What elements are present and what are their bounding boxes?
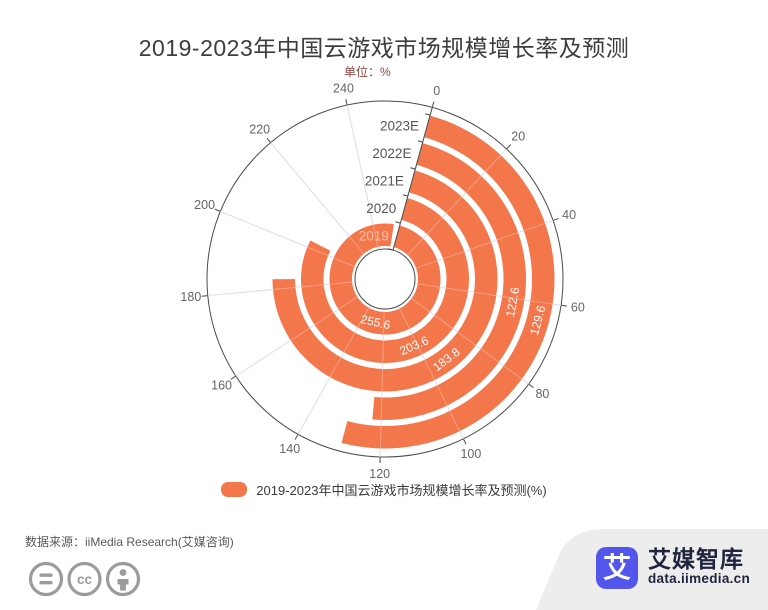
bar-value-label: 255.6 [359, 312, 392, 332]
radius-tick [395, 221, 401, 224]
brand-site: data.iimedia.cn [648, 571, 751, 587]
grid-spoke-overlay [207, 281, 356, 297]
inner-circle [354, 248, 416, 310]
category-label-2023E: 2023E [380, 118, 419, 133]
angle-tick-label: 100 [460, 447, 481, 461]
grid-spoke-overlay [270, 142, 367, 257]
angle-tick [214, 208, 221, 212]
category-label-2020: 2020 [366, 201, 396, 216]
grid-spoke-overlay [220, 210, 358, 269]
angle-tick-label: 200 [194, 198, 215, 212]
svg-text:cc: cc [77, 572, 93, 587]
bar-value-label: 122.6 [503, 286, 522, 318]
license-icons: cc [28, 561, 141, 597]
bar-2019 [329, 223, 441, 335]
angle-tick-label: 80 [535, 387, 549, 401]
cc-icon[interactable]: cc [67, 561, 102, 597]
angle-tick-label: 160 [211, 378, 232, 392]
grid-spoke-overlay [379, 308, 385, 457]
legend-item[interactable]: 2019-2023年中国云游戏市场规模增长率及预测(%) [0, 480, 768, 499]
data-source-text: 数据来源：iiMedia Research(艾媒咨询) [25, 535, 234, 549]
angle-tick-label: 20 [511, 130, 525, 144]
angle-tick [294, 434, 299, 440]
category-label-2022E: 2022E [372, 146, 411, 161]
angle-tick [462, 438, 467, 445]
grid-spoke-overlay [397, 305, 464, 440]
grid-spoke-overlay [405, 148, 507, 258]
radius-tick [388, 248, 394, 251]
person-icon[interactable] [105, 561, 141, 597]
brand-logo[interactable]: 艾 艾媒智库 data.iimedia.cn [596, 547, 750, 589]
category-label-2019: 2019 [359, 228, 389, 243]
angle-tick-label: 180 [180, 290, 201, 304]
angle-tick-label: 60 [571, 301, 585, 315]
category-label-2021E: 2021E [365, 173, 404, 188]
angle-tick-label: 140 [279, 442, 300, 456]
grid-spoke-overlay [413, 219, 554, 270]
corner-ribbon [536, 529, 768, 610]
radius-tick [425, 113, 431, 116]
angle-tick [201, 295, 208, 297]
grid-spoke-overlay [414, 282, 562, 306]
angle-tick [230, 375, 237, 380]
radius-tick [402, 194, 408, 197]
angle-tick [345, 99, 348, 106]
angle-tick-label: 120 [369, 467, 390, 481]
radius-tick [417, 140, 423, 143]
grid-spoke-overlay [408, 296, 529, 385]
angle-tick [528, 383, 534, 388]
bar-2022E [372, 143, 526, 420]
legend-swatch [221, 482, 248, 497]
angle-tick [431, 101, 435, 108]
angle-tick-label: 220 [249, 123, 270, 137]
iimedia-logo-icon: 艾 [596, 547, 638, 589]
unit-label: 单位：% [344, 65, 391, 79]
angle-tick [266, 137, 272, 143]
grid-spoke-overlay [297, 304, 371, 435]
equals-icon[interactable] [28, 561, 64, 597]
page-title: 2019-2023年中国云游戏市场规模增长率及预测 [138, 35, 630, 61]
angle-tick-label: 240 [333, 81, 354, 95]
angle-tick [506, 144, 512, 150]
radius-axis-line [392, 107, 433, 251]
angle-tick [560, 304, 568, 307]
angle-tick-label: 40 [562, 208, 576, 222]
radius-tick [410, 167, 416, 170]
angle-tick-label: 0 [433, 84, 440, 98]
angle-tick [552, 217, 559, 221]
legend-label: 2019-2023年中国云游戏市场规模增长率及预测(%) [256, 483, 547, 498]
brand-name: 艾媒智库 [648, 546, 744, 572]
grid-spoke-overlay [235, 294, 361, 377]
grid-spoke-overlay [346, 104, 380, 250]
